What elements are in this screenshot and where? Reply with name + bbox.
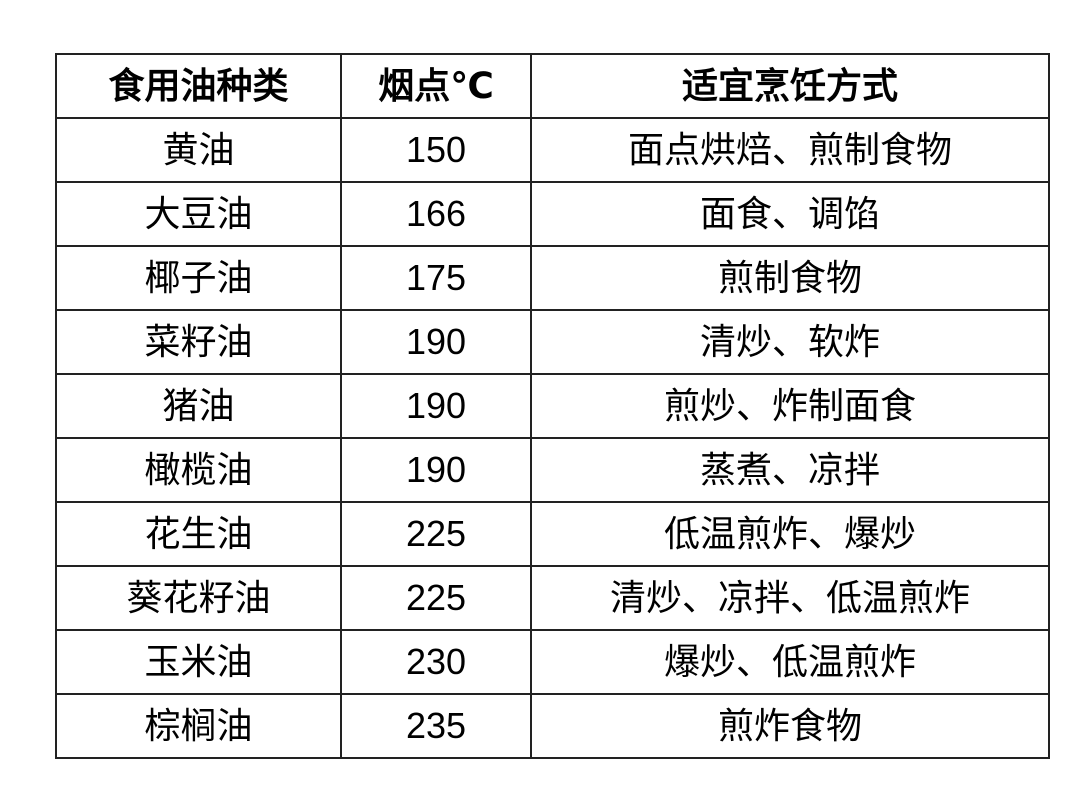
cooking-method-cell: 清炒、凉拌、低温煎炸 [530, 565, 1050, 631]
oil-type-cell: 花生油 [55, 501, 342, 567]
smoke-point-cell: 166 [340, 181, 532, 247]
cooking-method-cell: 爆炒、低温煎炸 [530, 629, 1050, 695]
cooking-method-cell: 煎制食物 [530, 245, 1050, 311]
cooking-method-cell: 蒸煮、凉拌 [530, 437, 1050, 503]
smoke-point-table: 食用油种类 烟点℃ 适宜烹饪方式 黄油 150 面点烘焙、煎制食物 大豆油 166 面食、… [55, 53, 1050, 759]
table-row: 菜籽油 190 清炒、软炸 [55, 309, 1050, 375]
cooking-method-cell: 面点烘焙、煎制食物 [530, 117, 1050, 183]
table-row: 花生油 225 低温煎炸、爆炒 [55, 501, 1050, 567]
table-row: 葵花籽油 225 清炒、凉拌、低温煎炸 [55, 565, 1050, 631]
table-row: 椰子油 175 煎制食物 [55, 245, 1050, 311]
oil-type-cell: 葵花籽油 [55, 565, 342, 631]
cooking-method-cell: 低温煎炸、爆炒 [530, 501, 1050, 567]
oil-type-cell: 玉米油 [55, 629, 342, 695]
table-row: 黄油 150 面点烘焙、煎制食物 [55, 117, 1050, 183]
header-cooking-method: 适宜烹饪方式 [530, 53, 1050, 119]
smoke-point-cell: 190 [340, 373, 532, 439]
oil-type-cell: 棕榈油 [55, 693, 342, 759]
cooking-method-cell: 煎炸食物 [530, 693, 1050, 759]
smoke-point-cell: 190 [340, 437, 532, 503]
smoke-point-cell: 190 [340, 309, 532, 375]
smoke-point-cell: 235 [340, 693, 532, 759]
smoke-point-cell: 175 [340, 245, 532, 311]
table-row: 玉米油 230 爆炒、低温煎炸 [55, 629, 1050, 695]
oil-type-cell: 橄榄油 [55, 437, 342, 503]
cooking-method-cell: 煎炒、炸制面食 [530, 373, 1050, 439]
smoke-point-cell: 230 [340, 629, 532, 695]
table-row: 橄榄油 190 蒸煮、凉拌 [55, 437, 1050, 503]
cooking-method-cell: 面食、调馅 [530, 181, 1050, 247]
header-oil-type: 食用油种类 [55, 53, 342, 119]
cooking-method-cell: 清炒、软炸 [530, 309, 1050, 375]
oil-type-cell: 黄油 [55, 117, 342, 183]
smoke-point-cell: 225 [340, 565, 532, 631]
header-smoke-point: 烟点℃ [340, 53, 532, 119]
smoke-point-cell: 225 [340, 501, 532, 567]
table-row: 棕榈油 235 煎炸食物 [55, 693, 1050, 759]
oil-type-cell: 猪油 [55, 373, 342, 439]
table-row: 猪油 190 煎炒、炸制面食 [55, 373, 1050, 439]
header-row: 食用油种类 烟点℃ 适宜烹饪方式 [55, 53, 1050, 119]
oil-type-cell: 大豆油 [55, 181, 342, 247]
oil-type-cell: 椰子油 [55, 245, 342, 311]
table-row: 大豆油 166 面食、调馅 [55, 181, 1050, 247]
smoke-point-cell: 150 [340, 117, 532, 183]
oil-type-cell: 菜籽油 [55, 309, 342, 375]
